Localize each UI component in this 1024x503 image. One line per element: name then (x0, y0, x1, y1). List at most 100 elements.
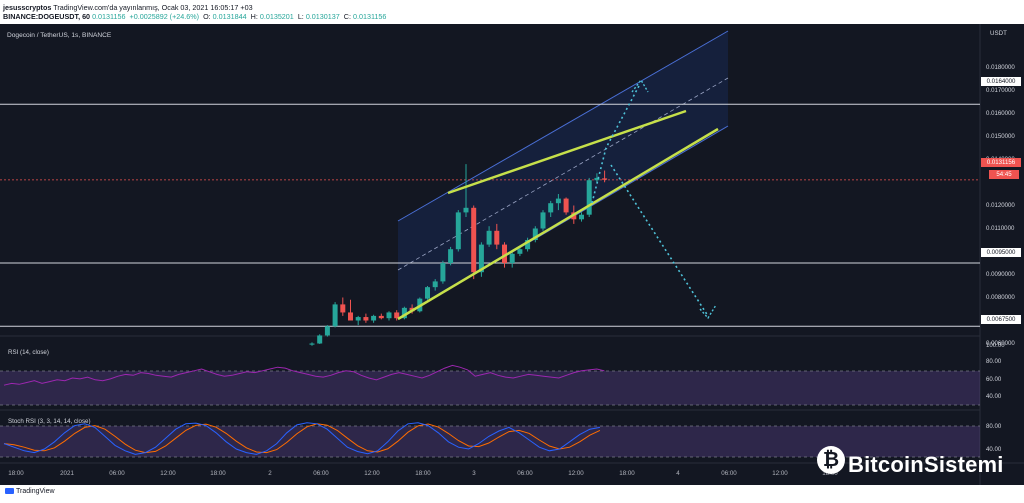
published-text: TradingView.com'da yayınlanmış, Ocak 03,… (53, 3, 253, 12)
candle-body (478, 244, 484, 273)
candle-body (471, 207, 477, 273)
stoch-tick: 80.00 (986, 423, 1002, 430)
candle-body (448, 249, 454, 263)
time-tick-label: 18:00 (8, 470, 24, 477)
candle-body (378, 315, 384, 319)
rsi-tick: 60.00 (986, 376, 1002, 383)
candle-body (332, 304, 338, 327)
header-line-1: jesusscryptos TradingView.com'da yayınla… (3, 3, 253, 12)
candle-body (309, 343, 315, 345)
rsi-tick: 40.00 (986, 393, 1002, 400)
rsi-tick: 100.00 (986, 342, 1005, 349)
tradingview-logo[interactable]: TradingView (5, 488, 55, 495)
price-tick-label: 0.0150000 (986, 132, 1015, 140)
time-tick-label: 18:00 (415, 470, 431, 477)
candle-body (548, 203, 554, 213)
price-tick-label: 0.0180000 (986, 63, 1015, 71)
time-tick-label: 18:00 (619, 470, 635, 477)
tradingview-logo-text: TradingView (16, 488, 55, 495)
candle-body (517, 249, 523, 254)
price-change: +0.0025892 (+24.6%) (129, 12, 200, 21)
chart-canvas[interactable] (0, 24, 1024, 485)
high-label: H: (250, 12, 258, 21)
time-tick-label: 4 (676, 470, 680, 477)
level-label-mid: 0.0095000 (981, 248, 1021, 257)
candle-body (363, 317, 369, 321)
candle-body (602, 178, 608, 180)
candle-body (532, 228, 538, 240)
time-tick-label: 12:00 (772, 470, 788, 477)
last-price: 0.0131156 (92, 12, 126, 21)
bar-countdown: 54:45 (989, 170, 1019, 179)
chart-header: jesusscryptos TradingView.com'da yayınla… (0, 0, 1024, 24)
lower-trend-line (397, 127, 719, 321)
projection-up-path (591, 83, 641, 204)
candle-body (324, 326, 330, 336)
stoch-d-line (3, 423, 601, 454)
candle-body (432, 281, 438, 288)
candle-body (455, 212, 461, 250)
candle-body (440, 263, 446, 282)
price-tick-label: 0.0120000 (986, 201, 1015, 209)
currency-label: USDT (990, 30, 1007, 37)
open-label: O: (203, 12, 211, 21)
candle-body (394, 312, 400, 319)
channel-mid-line (397, 77, 729, 271)
price-tick-label: 0.0080000 (986, 293, 1015, 301)
candle-body (579, 214, 584, 220)
candle-body (540, 212, 546, 229)
price-tick-label: 0.0060000 (986, 339, 1015, 347)
candle-body (348, 312, 353, 321)
tradingview-icon (5, 488, 14, 495)
stoch-tick: 40.00 (986, 446, 1002, 453)
close-value: 0.0131156 (352, 12, 387, 21)
projection-down-arrowhead (699, 304, 717, 320)
current-price-label: 0.0131156 (981, 158, 1021, 167)
candle-body (401, 307, 407, 319)
price-tick-label: 0.0160000 (986, 109, 1015, 117)
stoch-rsi-label[interactable]: Stoch RSI (3, 3, 14, 14, close) (8, 418, 91, 425)
time-tick-label: 2021 (60, 470, 74, 477)
candle-body (340, 304, 346, 313)
price-tick-label: 0.0110000 (986, 224, 1015, 232)
price-tick-label: 0.0090000 (986, 270, 1015, 278)
time-tick-label: 12:00 (568, 470, 584, 477)
channel-upper-line (397, 30, 729, 222)
candle-body (502, 244, 507, 263)
bitcoin-icon: ₿ (817, 446, 845, 474)
candle-body (563, 198, 569, 213)
time-tick-label: 12:00 (160, 470, 176, 477)
time-tick-label: 06:00 (109, 470, 125, 477)
candle-body (555, 198, 561, 204)
upper-trend-line (447, 109, 687, 195)
chart-background (0, 24, 980, 485)
time-tick-label: 06:00 (721, 470, 737, 477)
watermark-brand: BitcoinSistemi (848, 452, 1004, 477)
symbol-title: Dogecoin / TetherUS, 1s, BINANCE (7, 32, 112, 39)
close-label: C: (343, 12, 351, 21)
candle-body (425, 287, 430, 299)
time-tick-label: 06:00 (517, 470, 533, 477)
open-value: 0.0131844 (212, 12, 247, 21)
low-value: 0.0130137 (305, 12, 340, 21)
time-tick-label: 2 (268, 470, 272, 477)
candle-body (486, 230, 492, 245)
stoch-band (0, 426, 980, 457)
candle-body (386, 312, 392, 319)
time-tick-label: 18:00 (210, 470, 226, 477)
level-label-bottom: 0.0067500 (981, 315, 1021, 324)
candle-body (525, 240, 531, 250)
level-label-top: 0.0164000 (981, 77, 1021, 86)
candle-body (509, 253, 515, 263)
low-label: L: (297, 12, 304, 21)
author-name[interactable]: jesusscryptos (3, 3, 52, 12)
rsi-label[interactable]: RSI (14, close) (8, 349, 49, 356)
candle-body (586, 180, 592, 215)
candle-body (317, 335, 323, 344)
candle-body (594, 177, 600, 181)
rsi-line (3, 364, 605, 386)
candle-body (463, 207, 469, 213)
time-tick-label: 06:00 (313, 470, 329, 477)
time-tick-label: 12:00 (364, 470, 380, 477)
